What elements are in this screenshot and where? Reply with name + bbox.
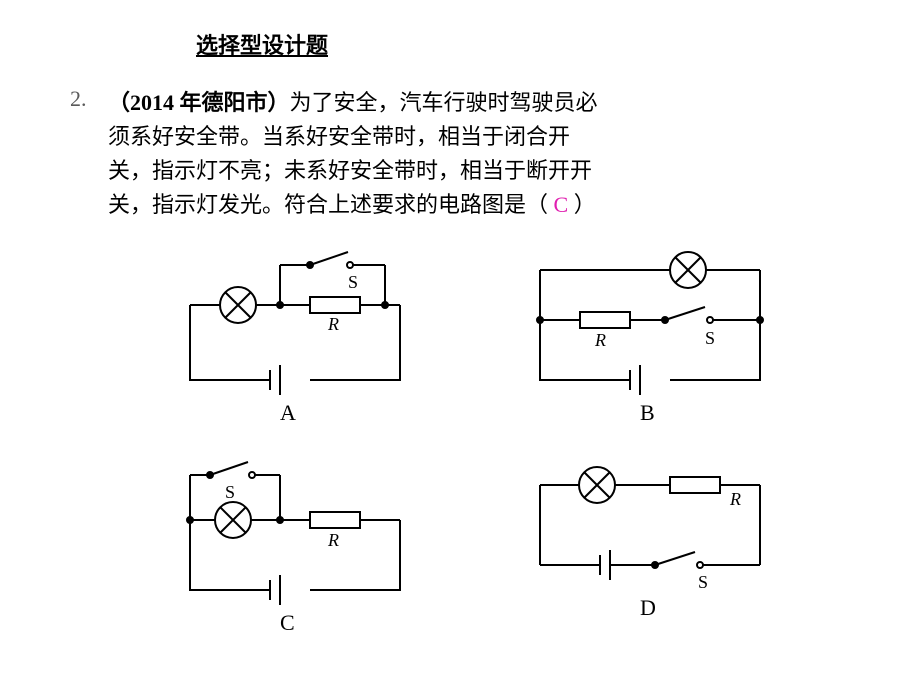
circuits-area: S R A [130,250,830,670]
answer-letter: C [554,192,569,217]
circuit-d-svg: R S [520,460,780,590]
circuit-d-label: D [640,595,656,621]
circuit-a-svg: S R [170,250,420,400]
circuit-a-label: A [280,400,296,426]
q-line1: 为了安全，汽车行驶时驾驶员必 [290,90,598,115]
question-number: 2. [70,86,87,112]
circuit-a-r-label: R [327,314,339,334]
circuit-d-r-label: R [729,489,741,509]
circuit-b-label: B [640,400,655,426]
circuit-d-s-label: S [698,572,708,590]
circuit-c-s-label: S [225,482,235,502]
q-line3: 关，指示灯不亮；未系好安全带时，相当于断开开 [108,158,592,183]
question-text: （2014 年德阳市）为了安全，汽车行驶时驾驶员必 须系好安全带。当系好安全带时… [108,86,873,222]
circuit-a-s-label: S [348,272,358,292]
circuit-b: R S B [520,250,780,400]
circuit-c-svg: S R [170,460,420,610]
circuit-b-r-label: R [594,330,606,350]
circuit-c-r-label: R [327,530,339,550]
circuit-b-svg: R S [520,250,780,400]
circuit-d: R S D [520,460,780,590]
section-title: 选择型设计题 [196,28,328,60]
circuit-c-label: C [280,610,295,636]
circuit-a: S R A [170,250,420,400]
q-line4-suffix: ） [574,192,596,217]
circuit-c: S R C [170,460,420,610]
circuit-b-s-label: S [705,328,715,348]
q-line2: 须系好安全带。当系好安全带时，相当于闭合开 [108,124,570,149]
question-source: （2014 年德阳市） [108,90,290,115]
q-line4-prefix: 关，指示灯发光。符合上述要求的电路图是（ [108,192,548,217]
